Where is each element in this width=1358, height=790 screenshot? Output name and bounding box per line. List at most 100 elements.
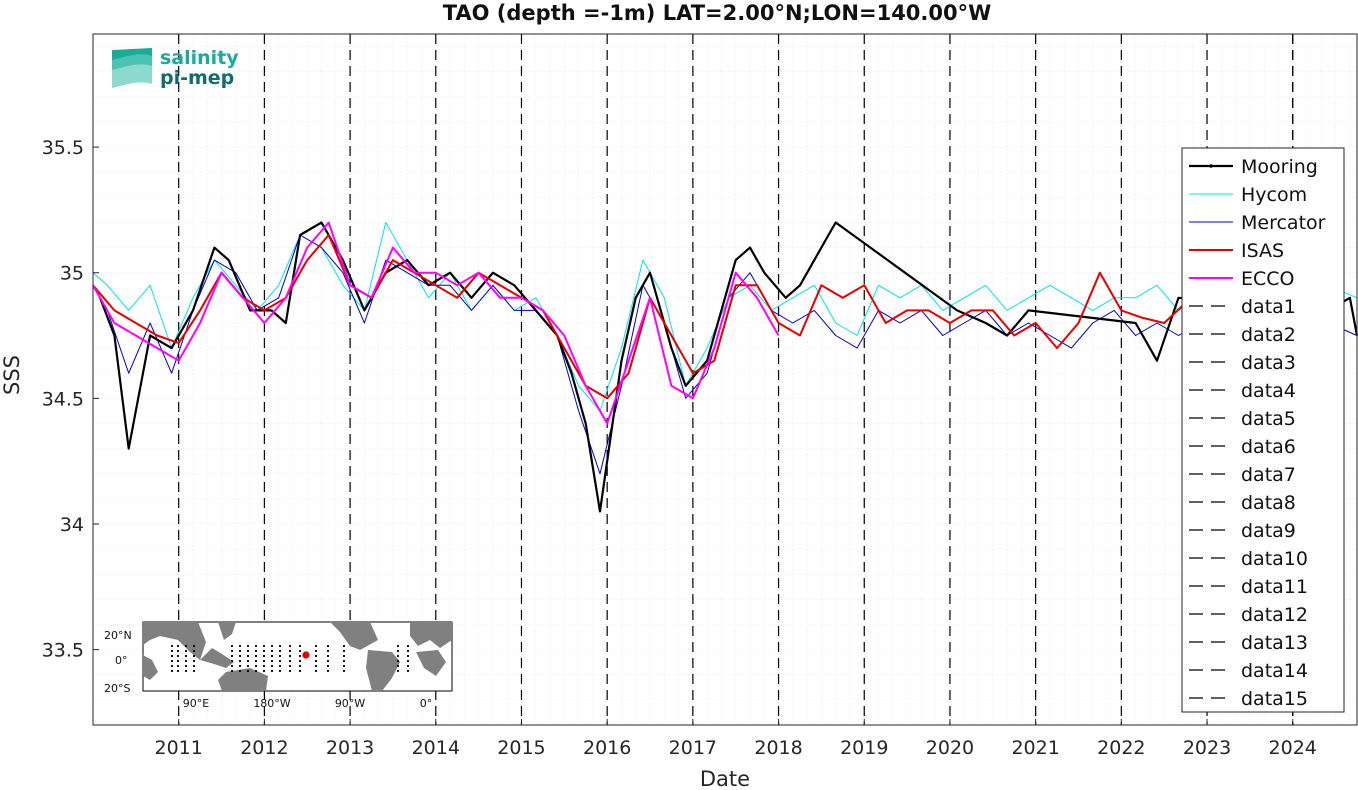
inset-buoy-dot [396, 659, 400, 663]
y-tick-labels: 33.5 34 34.5 35 35.5 [42, 137, 99, 662]
logo-line-2: pi-mep [160, 67, 234, 89]
inset-x-label-180w: 180°W [253, 697, 290, 710]
inset-buoy-dot [254, 669, 258, 673]
inset-buoy-dot [326, 654, 330, 658]
inset-buoy-dot [288, 644, 292, 648]
inset-buoy-dot [288, 649, 292, 653]
legend-label-data7: data7 [1241, 464, 1296, 486]
inset-buoy-dot [314, 644, 318, 648]
inset-buoy-dot [396, 644, 400, 648]
inset-buoy-dot [314, 659, 318, 663]
y-tick-label-35.5: 35.5 [42, 137, 84, 159]
legend-entry-ecco: ECCO [1189, 268, 1295, 290]
inset-buoy-dot [176, 669, 180, 673]
inset-buoy-dot [192, 669, 196, 673]
series-line-mooring [99, 221, 1358, 513]
legend-label-data5: data5 [1241, 408, 1296, 430]
legend-box [1181, 147, 1345, 713]
legend-entry-mooring: Mooring [1189, 156, 1318, 178]
inset-buoy-dot [230, 649, 234, 653]
inset-buoy-dot [238, 654, 242, 658]
inset-x-label-0: 0° [420, 697, 433, 710]
inset-buoy-dot [278, 649, 282, 653]
legend-entry-mercator: Mercator [1189, 212, 1326, 234]
inset-y-label-equator: 0° [115, 654, 128, 667]
legend-label-data12: data12 [1241, 604, 1308, 626]
legend-label-data2: data2 [1241, 324, 1296, 346]
inset-buoy-dot [298, 649, 302, 653]
inset-buoy-dot [170, 664, 174, 668]
x-tick-label-2011: 2011 [155, 737, 203, 759]
inset-buoy-dot [270, 644, 274, 648]
inset-buoy-dot [270, 654, 274, 658]
salinity-pi-mep-logo: salinity pi-mep [112, 47, 239, 89]
legend-entry-data8: data8 [1189, 492, 1296, 514]
legend-entry-data9: data9 [1189, 520, 1296, 542]
inset-buoy-dot [278, 664, 282, 668]
inset-buoy-dot [270, 664, 274, 668]
legend-label-data11: data11 [1241, 576, 1308, 598]
legend-label-ecco: ECCO [1241, 268, 1295, 290]
inset-buoy-dot [170, 649, 174, 653]
x-tick-label-2012: 2012 [240, 737, 288, 759]
inset-buoy-dot [406, 644, 410, 648]
inset-buoy-dot [238, 644, 242, 648]
inset-buoy-dot [238, 669, 242, 673]
x-tick-label-2022: 2022 [1097, 737, 1145, 759]
inset-x-label-90e: 90°E [183, 697, 209, 710]
inset-buoy-dot [192, 659, 196, 663]
legend-label-mooring: Mooring [1241, 156, 1318, 178]
inset-buoy-dot [406, 664, 410, 668]
inset-buoy-dot [406, 669, 410, 673]
inset-buoy-dot [288, 654, 292, 658]
inset-buoy-dot [238, 664, 242, 668]
inset-buoy-dot [170, 659, 174, 663]
inset-buoy-dot [326, 659, 330, 663]
inset-buoy-dot [342, 669, 346, 673]
inset-buoy-dot [170, 644, 174, 648]
inset-buoy-dot [184, 649, 188, 653]
inset-buoy-dot [278, 669, 282, 673]
inset-buoy-dot [278, 654, 282, 658]
inset-buoy-dot [396, 664, 400, 668]
inset-buoy-dot [326, 649, 330, 653]
inset-buoy-dot [230, 644, 234, 648]
legend-label-mercator: Mercator [1241, 212, 1326, 234]
y-tick-label-34.5: 34.5 [42, 388, 84, 410]
x-tick-label-2023: 2023 [1183, 737, 1231, 759]
inset-buoy-dot [262, 644, 266, 648]
inset-buoy-dot [298, 664, 302, 668]
inset-buoy-dot [192, 654, 196, 658]
legend-entries: Mooring Hycom Mercator ISAS ECCO data1 data2 da… [1189, 156, 1326, 710]
plot-frame [92, 33, 1358, 726]
inset-buoy-dot [184, 664, 188, 668]
inset-buoy-dot [314, 664, 318, 668]
x-tick-label-2019: 2019 [840, 737, 888, 759]
inset-buoy-dot [396, 649, 400, 653]
inset-buoy-dot [326, 669, 330, 673]
y-tick-label-33.5: 33.5 [42, 640, 84, 662]
inset-buoy-dot [184, 644, 188, 648]
inset-buoy-dot [192, 649, 196, 653]
series-layer [92, 221, 1358, 513]
x-tick-label-2015: 2015 [497, 737, 545, 759]
chart-title: TAO (depth =-1m) LAT=2.00°N;LON=140.00°W [443, 1, 992, 25]
inset-buoy-dot [298, 659, 302, 663]
inset-buoy-dot [342, 659, 346, 663]
inset-map-land [143, 622, 452, 691]
x-tick-label-2020: 2020 [926, 737, 974, 759]
inset-buoy-dot [238, 649, 242, 653]
y-axis-label: SSS [0, 355, 24, 395]
inset-y-label-south: 20°S [104, 682, 130, 695]
series-line-ecco [92, 221, 780, 425]
legend-label-data6: data6 [1241, 436, 1296, 458]
inset-buoy-dot [170, 654, 174, 658]
y-tick-label-35: 35 [60, 263, 84, 285]
legend-label-data10: data10 [1241, 548, 1308, 570]
inset-buoy-dot [270, 649, 274, 653]
legend-entry-isas: ISAS [1189, 240, 1284, 262]
legend-label-data14: data14 [1241, 660, 1308, 682]
x-axis-label: Date [700, 767, 750, 790]
legend-label-data8: data8 [1241, 492, 1296, 514]
